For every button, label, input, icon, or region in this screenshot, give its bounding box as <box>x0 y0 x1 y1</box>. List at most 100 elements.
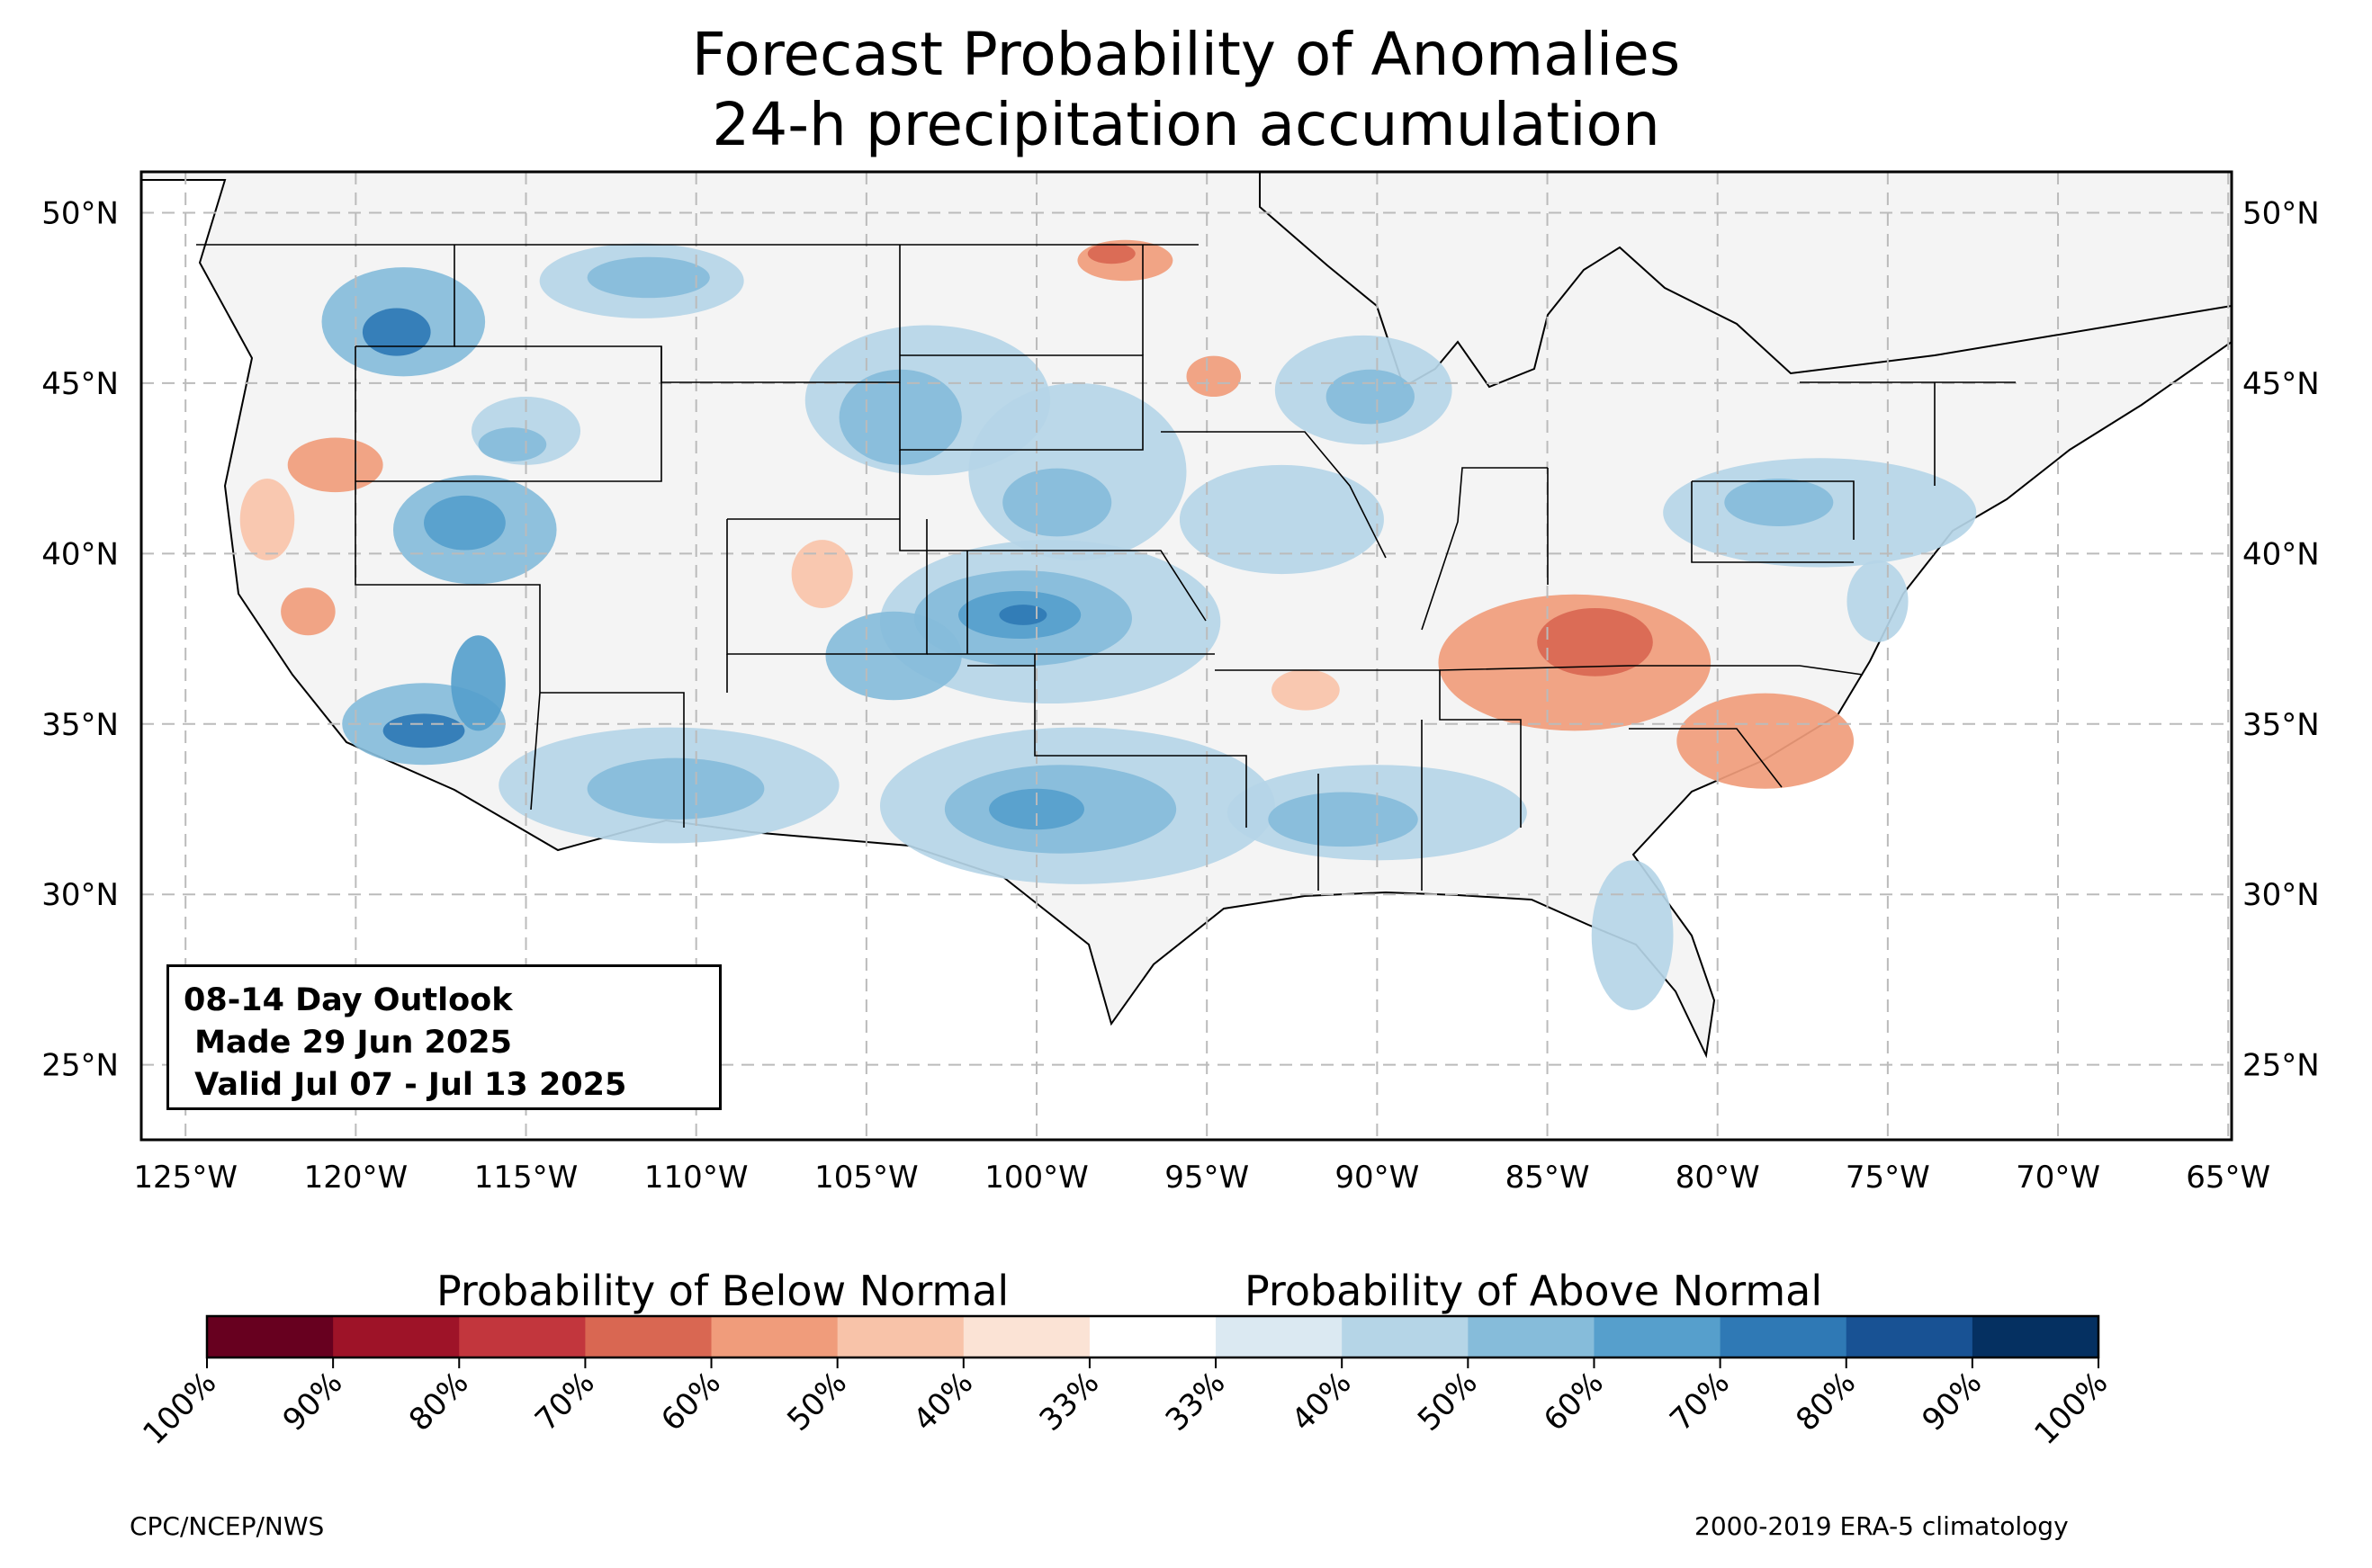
colorbar-segment <box>459 1316 586 1357</box>
colorbar-below-title: Probability of Below Normal <box>436 1267 1010 1315</box>
anomaly-above-region <box>989 788 1084 830</box>
anomaly-above-region <box>587 757 765 820</box>
lat-label: 45°N <box>2242 366 2320 402</box>
gridlines <box>141 172 2232 1140</box>
colorbar-segment <box>1972 1316 2099 1357</box>
lat-label: 35°N <box>2242 707 2320 743</box>
anomaly-contours <box>239 239 1977 1011</box>
colorbar-segment <box>1216 1316 1343 1357</box>
lat-label: 50°N <box>41 195 119 231</box>
lat-label: 40°N <box>2242 536 2320 572</box>
lat-label: 30°N <box>2242 877 2320 913</box>
anomaly-below-region <box>287 437 383 493</box>
colorbar-segment <box>207 1316 334 1357</box>
lon-label: 110°W <box>644 1160 749 1196</box>
anomaly-below-region <box>1271 669 1340 711</box>
lon-label: 125°W <box>133 1160 238 1196</box>
state-borders <box>196 244 2016 891</box>
lon-label: 115°W <box>474 1160 579 1196</box>
colorbar-tick-label: 40% <box>1285 1365 1359 1438</box>
lat-label: 40°N <box>41 536 119 572</box>
colorbar-segment <box>585 1316 713 1357</box>
colorbar-segment <box>1720 1316 1847 1357</box>
colorbar-frame <box>205 1314 2100 1359</box>
lon-label: 80°W <box>1676 1160 1760 1196</box>
anomaly-above-region <box>999 605 1047 625</box>
colorbar-segment <box>1846 1316 1973 1357</box>
lat-label: 30°N <box>41 877 119 913</box>
climatology-note: 2000-2019 ERA-5 climatology <box>1694 1511 2069 1541</box>
outlook-period: 08-14 Day Outlook <box>184 982 513 1018</box>
anomaly-above-region <box>1724 478 1834 527</box>
colorbar-tick-label: 33% <box>1159 1365 1233 1438</box>
lon-label: 70°W <box>2016 1160 2100 1196</box>
colorbar-tick-label: 100% <box>136 1365 223 1452</box>
colorbar-tick-label: 100% <box>2027 1365 2115 1452</box>
anomaly-above-region <box>362 308 431 356</box>
anomaly-above-region <box>1846 560 1909 642</box>
latitude-labels-left: 50°N 45°N 40°N 35°N 30°N 25°N <box>41 195 119 1083</box>
anomaly-above-region <box>1591 860 1674 1011</box>
anomaly-above-region <box>825 611 962 701</box>
outlook-made-date: Made 29 Jun 2025 <box>184 1025 512 1061</box>
lon-label: 75°W <box>1846 1160 1930 1196</box>
anomaly-above-region <box>478 427 547 462</box>
colorbar-tick-label: 80% <box>1789 1365 1863 1438</box>
lon-label: 65°W <box>2186 1160 2270 1196</box>
lon-label: 100°W <box>984 1160 1089 1196</box>
colorbar-tick-label: 80% <box>402 1365 476 1438</box>
colorbar-tick-label: 33% <box>1033 1365 1107 1438</box>
colorbar <box>205 1314 2100 1359</box>
anomaly-below-region <box>1537 607 1653 676</box>
colorbar-tick-label: 40% <box>906 1365 980 1438</box>
colorbar-tick-label: 60% <box>654 1365 728 1438</box>
lat-label: 25°N <box>41 1048 119 1084</box>
colorbar-tick-label: 50% <box>1411 1365 1485 1438</box>
lon-label: 95°W <box>1164 1160 1249 1196</box>
lat-label: 35°N <box>41 707 119 743</box>
chart-subtitle: 24-h precipitation accumulation <box>712 90 1660 159</box>
chart-title: Forecast Probability of Anomalies <box>691 20 1681 89</box>
anomaly-below-region <box>791 540 853 608</box>
latitude-labels-right: 50°N 45°N 40°N 35°N 30°N 25°N <box>2242 195 2320 1083</box>
outlook-valid-range: Valid Jul 07 - Jul 13 2025 <box>184 1067 627 1103</box>
anomaly-below-region <box>1087 243 1136 264</box>
colorbar-segment <box>1089 1316 1217 1357</box>
colorbar-segment <box>711 1316 839 1357</box>
lat-label: 25°N <box>2242 1048 2320 1084</box>
colorbar-segment <box>1342 1316 1469 1357</box>
colorbar-tick-label: 90% <box>276 1365 350 1438</box>
colorbar-tick-label: 70% <box>528 1365 602 1438</box>
colorbar-segment <box>333 1316 460 1357</box>
colorbar-tick-labels: 100% 90% 80% 70% 60% 50% 40% 33% 33% 40% 50% 60% 70%… <box>136 1357 2115 1452</box>
colorbar-segment <box>963 1316 1091 1357</box>
outlook-info-box: 08-14 Day Outlook Made 29 Jun 2025 Valid… <box>166 964 722 1110</box>
anomaly-above-region <box>424 495 506 551</box>
colorbar-tick-label: 50% <box>780 1365 854 1438</box>
lat-label: 50°N <box>2242 195 2320 231</box>
anomaly-above-region <box>382 713 465 748</box>
anomaly-above-region <box>587 256 710 299</box>
anomaly-above-region <box>1325 369 1415 425</box>
lat-label: 45°N <box>41 366 119 402</box>
lon-label: 120°W <box>304 1160 409 1196</box>
colorbar-above-title: Probability of Above Normal <box>1244 1267 1823 1315</box>
source-credit: CPC/NCEP/NWS <box>130 1511 325 1541</box>
anomaly-above-region <box>451 635 506 731</box>
map-frame <box>139 170 2233 1142</box>
colorbar-segment <box>1468 1316 1595 1357</box>
lon-label: 85°W <box>1505 1160 1590 1196</box>
anomaly-below-region <box>281 587 336 636</box>
anomaly-above-region <box>1002 468 1112 537</box>
colorbar-segment <box>1594 1316 1721 1357</box>
colorbar-segment <box>837 1316 965 1357</box>
longitude-labels: 125°W 120°W 115°W 110°W 105°W 100°W 95°W 90°W 85… <box>133 1160 2270 1196</box>
anomaly-below-region <box>1186 355 1242 398</box>
colorbar-tick-label: 60% <box>1537 1365 1611 1438</box>
colorbar-tick-label: 90% <box>1916 1365 1990 1438</box>
anomaly-below-region <box>1676 693 1855 789</box>
colorbar-tick-label: 70% <box>1663 1365 1737 1438</box>
anomaly-below-region <box>239 478 295 560</box>
lon-label: 90°W <box>1334 1160 1419 1196</box>
anomaly-above-region <box>1179 464 1384 575</box>
